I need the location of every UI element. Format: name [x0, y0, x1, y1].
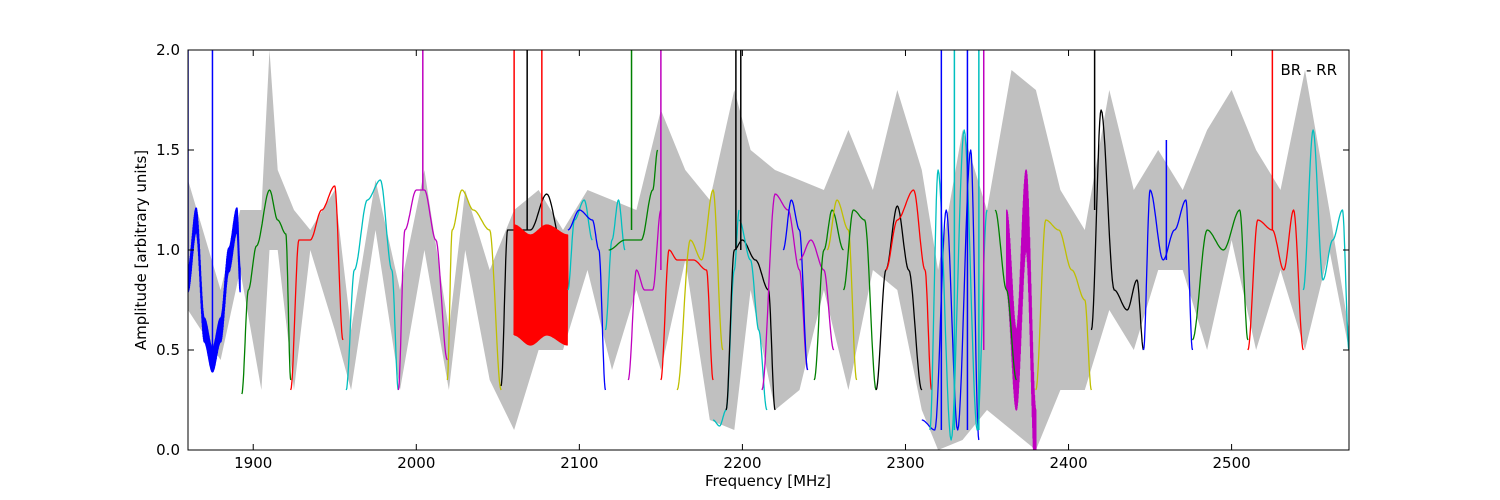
x-axis-ticks: 1900 2000 2100 2200 2300 2400 2500: [234, 50, 1251, 472]
series-line-13: [660, 249, 714, 381]
series-line-16: [725, 239, 776, 411]
series-line-4: [397, 189, 448, 391]
series-line-21: [813, 209, 844, 381]
y-tick-label: 1.5: [156, 141, 180, 159]
series-line-14: [676, 189, 724, 391]
y-axis-ticks: 0.0 0.5 1.0 1.5 2.0: [156, 41, 1349, 459]
x-axis-label: Frequency [MHz]: [705, 472, 831, 490]
series-line-5: [446, 189, 502, 391]
series-line-32: [1142, 189, 1194, 351]
x-tick-label: 2400: [1049, 454, 1087, 472]
series-line-29: [994, 209, 1017, 381]
series-line-19: [782, 199, 809, 371]
series-line-28: [1005, 169, 1037, 450]
x-tick-label: 2500: [1213, 454, 1251, 472]
series-line-17: [738, 219, 768, 411]
series-line-9: [567, 209, 607, 391]
series-line-22: [826, 199, 858, 381]
series-line-18: [761, 193, 809, 391]
series-line-11: [608, 149, 659, 251]
series-lines: [188, 109, 1349, 450]
spike-lines: [188, 50, 1274, 430]
series-line-35: [1302, 129, 1349, 351]
series-line-33: [1191, 209, 1249, 341]
series-line-31: [1090, 109, 1145, 351]
envelope-band: [188, 50, 1349, 450]
series-line-24: [875, 205, 923, 391]
x-tick-label: 2000: [397, 454, 435, 472]
y-tick-label: 1.0: [156, 241, 180, 259]
series-line-34: [1247, 209, 1304, 351]
series-line-7: [513, 224, 569, 346]
x-tick-label: 2300: [886, 454, 924, 472]
series-line-26: [921, 149, 980, 441]
y-axis-label: Amplitude [arbitrary units]: [132, 150, 150, 350]
x-tick-label: 2100: [560, 454, 598, 472]
series-line-2: [290, 185, 344, 391]
x-tick-label: 1900: [234, 454, 272, 472]
series-line-23: [842, 209, 877, 391]
envelope-area: [188, 50, 1349, 450]
series-line-6: [500, 193, 564, 387]
series-line-20: [799, 239, 835, 351]
y-tick-label: 2.0: [156, 41, 180, 59]
panel-annotation: BR - RR: [1280, 61, 1337, 79]
series-line-12: [627, 209, 662, 381]
series-line-1: [241, 189, 292, 395]
y-tick-label: 0.0: [156, 441, 180, 459]
y-tick-label: 0.5: [156, 341, 180, 359]
series-line-10: [604, 199, 626, 331]
x-tick-label: 2200: [723, 454, 761, 472]
series-line-0: [188, 207, 241, 373]
series-line-3: [345, 179, 399, 391]
series-line-25: [885, 189, 933, 391]
series-line-30: [1035, 219, 1093, 391]
